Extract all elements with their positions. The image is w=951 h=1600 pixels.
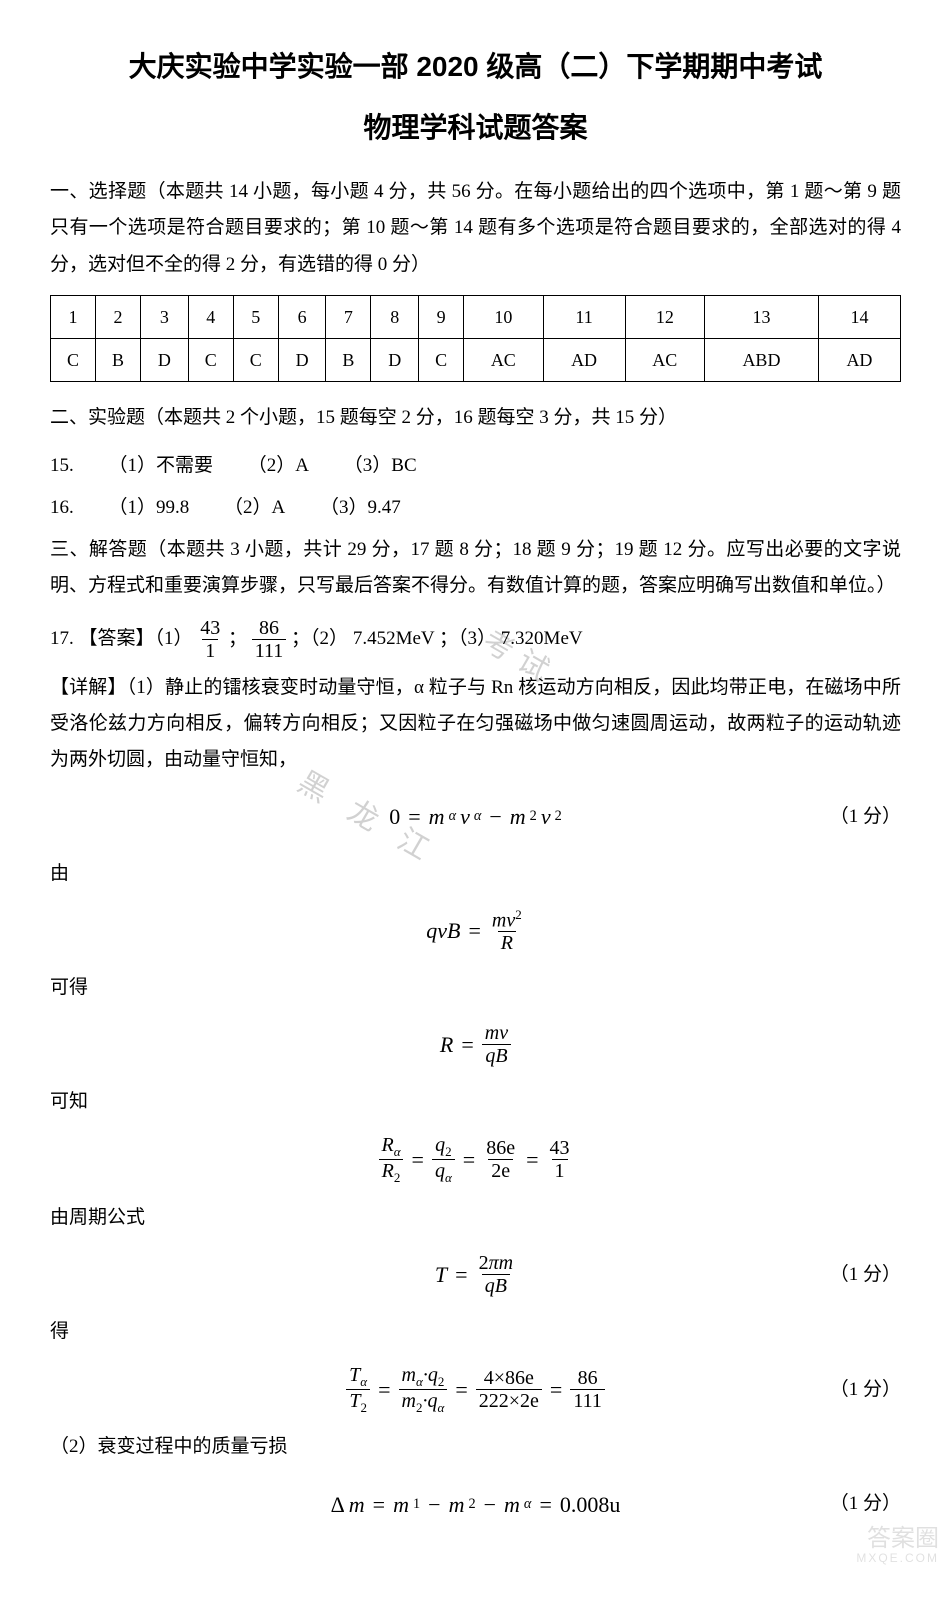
cell-ans: AC bbox=[625, 338, 704, 381]
cell-num: 12 bbox=[625, 295, 704, 338]
section1-intro: 一、选择题（本题共 14 小题，每小题 4 分，共 56 分。在每小题给出的四个… bbox=[50, 174, 901, 282]
detail-label: 【详解】 bbox=[50, 677, 127, 698]
detail-para: 【详解】（1）静止的镭核衰变时动量守恒，α 粒子与 Rn 核运动方向相反，因此均… bbox=[50, 670, 901, 778]
q15-p1: 不需要 bbox=[156, 455, 213, 476]
cell-ans: C bbox=[188, 338, 233, 381]
f4-d: 1 bbox=[552, 1159, 568, 1182]
q15-p1l: （1） bbox=[109, 455, 157, 476]
cell-ans: C bbox=[51, 338, 96, 381]
cell-num: 1 bbox=[51, 295, 96, 338]
formula-radius: R= mvqB bbox=[50, 1020, 901, 1070]
q16-line: 16. （1）99.8 （2）A （3）9.47 bbox=[50, 490, 901, 526]
q15-p2: A bbox=[295, 455, 309, 476]
formula-radius-ratio: RαR2 = q2qα = 86e2e = 431 bbox=[50, 1134, 901, 1186]
f4-a: 86e bbox=[483, 1137, 518, 1159]
sep: ； bbox=[228, 627, 247, 648]
section3-intro: 三、解答题（本题共 3 小题，共计 29 分，17 题 8 分；18 题 9 分… bbox=[50, 532, 901, 604]
cell-ans: D bbox=[371, 338, 419, 381]
corner-wm-line1: 答案圈 bbox=[856, 1526, 939, 1552]
f6-c: 86 bbox=[575, 1367, 601, 1389]
cell-num: 10 bbox=[464, 295, 543, 338]
page-title-line2: 物理学科试题答案 bbox=[50, 101, 901, 154]
q16-label: 16. bbox=[50, 490, 74, 526]
cell-ans: B bbox=[326, 338, 371, 381]
cell-num: 6 bbox=[278, 295, 326, 338]
section2-intro: 二、实验题（本题共 2 个小题，15 题每空 2 分，16 题每空 3 分，共 … bbox=[50, 400, 901, 436]
frac-den: 111 bbox=[252, 639, 287, 662]
cell-ans: B bbox=[96, 338, 141, 381]
q16-p2l: （2） bbox=[224, 497, 272, 518]
score-label: （1 分） bbox=[830, 1372, 901, 1408]
cell-num: 11 bbox=[543, 295, 625, 338]
q17-label: 17. 【答案】（1） bbox=[50, 627, 193, 648]
cell-num: 2 bbox=[96, 295, 141, 338]
page-title-line1: 大庆实验中学实验一部 2020 级高（二）下学期期中考试 bbox=[50, 40, 901, 93]
frac-43-1: 43 1 bbox=[197, 617, 223, 662]
sep: ；（3） bbox=[439, 627, 496, 648]
formula-period: T= 2πmqB （1 分） bbox=[50, 1250, 901, 1300]
f1-lhs: 0 bbox=[389, 796, 400, 838]
detail-text: （1）静止的镭核衰变时动量守恒，α 粒子与 Rn 核运动方向相反，因此均带正电，… bbox=[50, 677, 901, 770]
formula-period-ratio: TαT2 = mα·q2m2·qα = 4×86e222×2e = 86111 … bbox=[50, 1364, 901, 1416]
score-label: （1 分） bbox=[830, 1257, 901, 1293]
frac-86-111: 86 111 bbox=[252, 617, 287, 662]
frac-num: 43 bbox=[197, 617, 223, 639]
q16-p2: A bbox=[272, 497, 286, 518]
score-label: （1 分） bbox=[830, 799, 901, 835]
label-you: 由 bbox=[50, 856, 901, 892]
label-kezhi: 可知 bbox=[50, 1084, 901, 1120]
q16-p1: 99.8 bbox=[156, 497, 189, 518]
cell-ans: AD bbox=[543, 338, 625, 381]
formula-mass-defect: Δm= m1− m2− mα= 0.008u （1 分） bbox=[50, 1480, 901, 1530]
cell-num: 7 bbox=[326, 295, 371, 338]
formula-momentum: 0 = mαvα − m2v2 （1 分） bbox=[50, 792, 901, 842]
q15-label: 15. bbox=[50, 448, 74, 484]
cell-ans: ABD bbox=[705, 338, 819, 381]
q17-ans3: 7.320MeV bbox=[501, 627, 583, 648]
q15-p3: BC bbox=[391, 455, 416, 476]
q16-p3: 9.47 bbox=[368, 497, 401, 518]
cell-ans: D bbox=[278, 338, 326, 381]
q15-p3l: （3） bbox=[344, 455, 392, 476]
corner-watermark: 答案圈 MXQE.COM bbox=[856, 1526, 939, 1566]
cell-ans: AC bbox=[464, 338, 543, 381]
cell-ans: C bbox=[419, 338, 464, 381]
cell-num: 9 bbox=[419, 295, 464, 338]
table-row-answers: C B D C C D B D C AC AD AC ABD AD bbox=[51, 338, 901, 381]
q15-p2l: （2） bbox=[248, 455, 296, 476]
f6-a: 4×86e bbox=[481, 1367, 537, 1389]
cell-ans: D bbox=[141, 338, 189, 381]
formula-lorentz: qvB= mv2R bbox=[50, 906, 901, 956]
q16-p1l: （1） bbox=[109, 497, 157, 518]
answer-table: 1 2 3 4 5 6 7 8 9 10 11 12 13 14 C B D C… bbox=[50, 295, 901, 382]
cell-ans: AD bbox=[818, 338, 900, 381]
f6-d: 111 bbox=[570, 1389, 605, 1412]
label-kede: 可得 bbox=[50, 970, 901, 1006]
cell-num: 8 bbox=[371, 295, 419, 338]
cell-num: 3 bbox=[141, 295, 189, 338]
f8-rhs: 0.008u bbox=[560, 1484, 621, 1526]
label-zhouqi: 由周期公式 bbox=[50, 1200, 901, 1236]
cell-num: 5 bbox=[233, 295, 278, 338]
q15-line: 15. （1）不需要 （2）A （3）BC bbox=[50, 448, 901, 484]
cell-ans: C bbox=[233, 338, 278, 381]
sep: ；（2） bbox=[291, 627, 348, 648]
cell-num: 14 bbox=[818, 295, 900, 338]
q17-ans2: 7.452MeV bbox=[353, 627, 434, 648]
f4-b: 2e bbox=[488, 1159, 513, 1182]
label-part2: （2）衰变过程中的质量亏损 bbox=[50, 1429, 901, 1465]
corner-wm-line2: MXQE.COM bbox=[856, 1552, 939, 1565]
table-row-nums: 1 2 3 4 5 6 7 8 9 10 11 12 13 14 bbox=[51, 295, 901, 338]
score-label: （1 分） bbox=[830, 1486, 901, 1522]
label-de: 得 bbox=[50, 1314, 901, 1350]
f6-b: 222×2e bbox=[476, 1389, 542, 1412]
f4-c: 43 bbox=[547, 1137, 573, 1159]
q16-p3l: （3） bbox=[320, 497, 368, 518]
cell-num: 4 bbox=[188, 295, 233, 338]
frac-num: 86 bbox=[256, 617, 282, 639]
cell-num: 13 bbox=[705, 295, 819, 338]
q17-answer-line: 17. 【答案】（1） 43 1 ； 86 111 ；（2） 7.452MeV … bbox=[50, 617, 901, 662]
frac-den: 1 bbox=[202, 639, 218, 662]
